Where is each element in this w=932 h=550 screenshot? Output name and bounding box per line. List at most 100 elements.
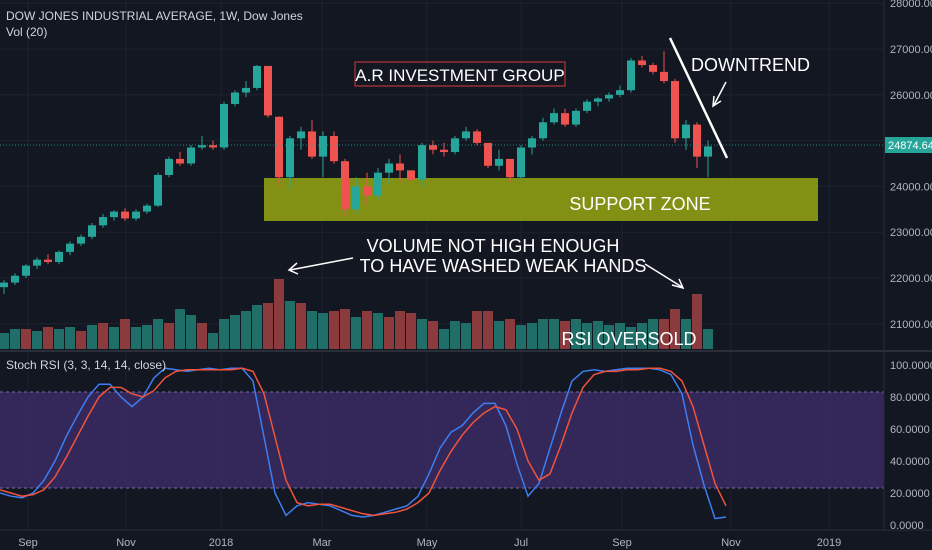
volume-bar — [241, 311, 251, 349]
candle-body — [550, 113, 558, 123]
candlestick — [253, 65, 261, 91]
price-tick-label: 21000.00 — [890, 319, 932, 331]
volume-note-arrowhead-right — [671, 278, 685, 290]
volume-bar — [208, 333, 218, 349]
volume-bar — [670, 309, 680, 349]
candle-body — [374, 172, 382, 196]
volume-bar — [560, 321, 570, 349]
time-tick-label: May — [417, 537, 438, 549]
volume-bar — [329, 311, 339, 349]
volume-bar — [428, 321, 438, 349]
rsi-tick-label: 80.0000 — [890, 392, 930, 404]
rsi-tick-label: 100.0000 — [890, 360, 932, 372]
rsi-band — [0, 392, 884, 488]
candle-body — [484, 142, 492, 166]
volume-bar — [417, 319, 427, 349]
candle-body — [33, 259, 41, 266]
volume-bar — [692, 294, 702, 349]
candlestick — [462, 126, 470, 141]
candle-body — [209, 145, 217, 148]
volume-bar — [153, 319, 163, 349]
candlestick — [627, 58, 635, 93]
candle-body — [22, 265, 30, 276]
candlestick — [616, 85, 624, 98]
time-axis[interactable]: Sep Nov 2018 Mar May Jul Sep Nov 2019 — [18, 537, 841, 549]
price-axis[interactable]: 21000.0022000.0023000.0024000.0025000.00… — [890, 0, 932, 331]
candle-body — [143, 205, 151, 212]
candle-body — [132, 211, 140, 219]
candlestick — [0, 280, 8, 295]
candle-body — [286, 138, 294, 178]
candlestick — [231, 90, 239, 107]
candle-body — [638, 60, 646, 66]
volume-bar — [362, 311, 372, 349]
candle-body — [506, 158, 514, 178]
candlestick — [143, 203, 151, 214]
candle-body — [110, 211, 118, 218]
candle-body — [0, 282, 8, 288]
candle-body — [66, 243, 74, 252]
volume-bar — [285, 301, 295, 349]
candlestick — [22, 264, 30, 278]
downtrend-line — [668, 37, 729, 159]
volume-bars — [0, 279, 713, 349]
candle-body — [297, 131, 305, 139]
candlestick — [473, 129, 481, 146]
candle-body — [11, 275, 19, 283]
candlestick — [187, 145, 195, 166]
time-tick-label: Sep — [18, 537, 38, 549]
candlestick — [44, 254, 52, 265]
volume-bar — [450, 321, 460, 349]
candle-body — [561, 113, 569, 125]
stoch-rsi-label: Stoch RSI (3, 3, 14, 14, close) — [6, 358, 166, 372]
candle-body — [594, 98, 602, 102]
volume-bar — [703, 329, 713, 349]
volume-note-line2: TO HAVE WASHED WEAK HANDS — [360, 256, 647, 276]
candlestick — [671, 78, 679, 143]
volume-bar — [648, 319, 658, 349]
candlestick — [242, 81, 250, 98]
candlesticks — [0, 51, 712, 295]
volume-bar — [0, 333, 9, 349]
rsi-axis[interactable]: 0.0000 20.0000 40.0000 60.0000 80.0000 100.00… — [890, 360, 932, 532]
candlestick — [319, 131, 327, 178]
price-tick-label: 27000.00 — [890, 44, 932, 56]
candle-body — [572, 110, 580, 125]
volume-bar — [32, 331, 42, 349]
candle-body — [253, 65, 261, 88]
volume-bar — [395, 311, 405, 349]
volume-bar — [505, 319, 515, 349]
candle-body — [341, 161, 349, 210]
candlestick — [363, 172, 371, 205]
candle-body — [462, 131, 470, 139]
candle-body — [231, 92, 239, 104]
candle-body — [187, 147, 195, 164]
candle-body — [88, 225, 96, 237]
candlestick — [561, 108, 569, 127]
time-tick-label: Nov — [116, 537, 136, 549]
price-tick-label: 28000.00 — [890, 0, 932, 10]
candlestick — [704, 140, 712, 178]
candlestick — [110, 210, 118, 221]
candle-body — [363, 186, 371, 196]
volume-label: Vol (20) — [6, 25, 47, 39]
last-price-label: 24874.64 — [888, 140, 932, 152]
candle-body — [275, 116, 283, 178]
candlestick — [121, 208, 129, 221]
price-tick-label: 24000.00 — [890, 181, 932, 193]
volume-bar — [472, 311, 482, 349]
candlestick — [33, 257, 41, 269]
candle-body — [176, 158, 184, 164]
volume-bar — [252, 305, 262, 349]
volume-note-arrow-right — [644, 263, 683, 288]
candlestick — [660, 51, 668, 84]
volume-bar — [307, 311, 317, 349]
candle-body — [165, 158, 173, 175]
candle-body — [616, 90, 624, 95]
candle-body — [121, 211, 129, 219]
title-box-text: A.R INVESTMENT GROUP — [355, 66, 564, 85]
candlestick — [66, 241, 74, 256]
candle-body — [495, 158, 503, 166]
